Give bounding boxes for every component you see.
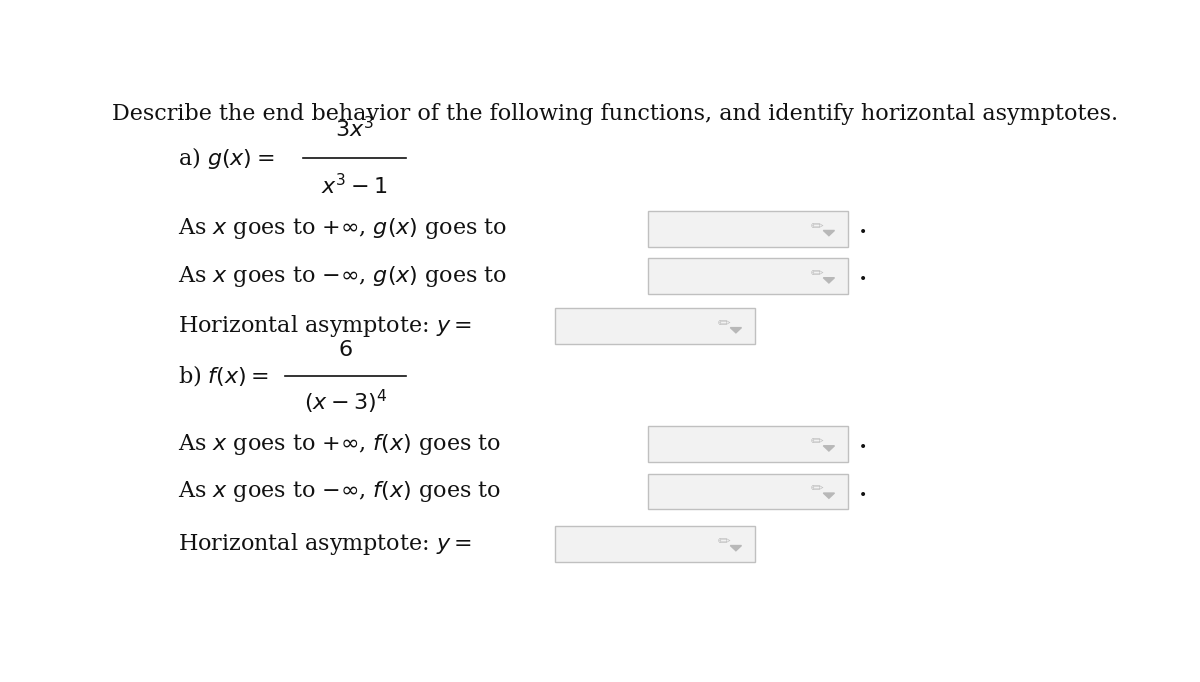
Polygon shape	[823, 446, 834, 451]
FancyBboxPatch shape	[554, 308, 755, 344]
Polygon shape	[731, 327, 742, 333]
Text: $6$: $6$	[338, 339, 353, 361]
Text: •: •	[859, 441, 866, 456]
Text: b) $f(x) =$: b) $f(x) =$	[178, 364, 269, 389]
Text: •: •	[859, 226, 866, 240]
Text: ✏: ✏	[810, 481, 823, 496]
FancyBboxPatch shape	[554, 526, 755, 562]
Text: ✏: ✏	[718, 534, 730, 549]
Text: As $x$ goes to $-\infty$, $f(x)$ goes to: As $x$ goes to $-\infty$, $f(x)$ goes to	[178, 479, 500, 504]
Text: •: •	[859, 488, 866, 503]
Text: As $x$ goes to $+\infty$, $f(x)$ goes to: As $x$ goes to $+\infty$, $f(x)$ goes to	[178, 432, 500, 457]
Text: As $x$ goes to $-\infty$, $g(x)$ goes to: As $x$ goes to $-\infty$, $g(x)$ goes to	[178, 264, 508, 288]
Text: $(x - 3)^4$: $(x - 3)^4$	[304, 388, 386, 416]
Polygon shape	[823, 493, 834, 499]
Text: •: •	[859, 273, 866, 287]
FancyBboxPatch shape	[648, 211, 847, 247]
Text: $3x^3$: $3x^3$	[335, 117, 374, 142]
FancyBboxPatch shape	[648, 258, 847, 294]
Polygon shape	[731, 546, 742, 551]
Text: As $x$ goes to $+\infty$, $g(x)$ goes to: As $x$ goes to $+\infty$, $g(x)$ goes to	[178, 216, 508, 241]
Text: ✏: ✏	[810, 266, 823, 281]
Polygon shape	[823, 278, 834, 283]
Text: ✏: ✏	[718, 316, 730, 331]
Text: Horizontal asymptote: $y =$: Horizontal asymptote: $y =$	[178, 531, 472, 557]
Text: $x^3 - 1$: $x^3 - 1$	[322, 175, 388, 199]
Text: ✏: ✏	[810, 434, 823, 449]
Text: Horizontal asymptote: $y =$: Horizontal asymptote: $y =$	[178, 313, 472, 339]
FancyBboxPatch shape	[648, 426, 847, 462]
Text: a) $g(x) =$: a) $g(x) =$	[178, 145, 274, 171]
Polygon shape	[823, 231, 834, 236]
FancyBboxPatch shape	[648, 473, 847, 509]
Text: Describe the end behavior of the following functions, and identify horizontal as: Describe the end behavior of the followi…	[112, 103, 1118, 125]
Text: ✏: ✏	[810, 219, 823, 234]
